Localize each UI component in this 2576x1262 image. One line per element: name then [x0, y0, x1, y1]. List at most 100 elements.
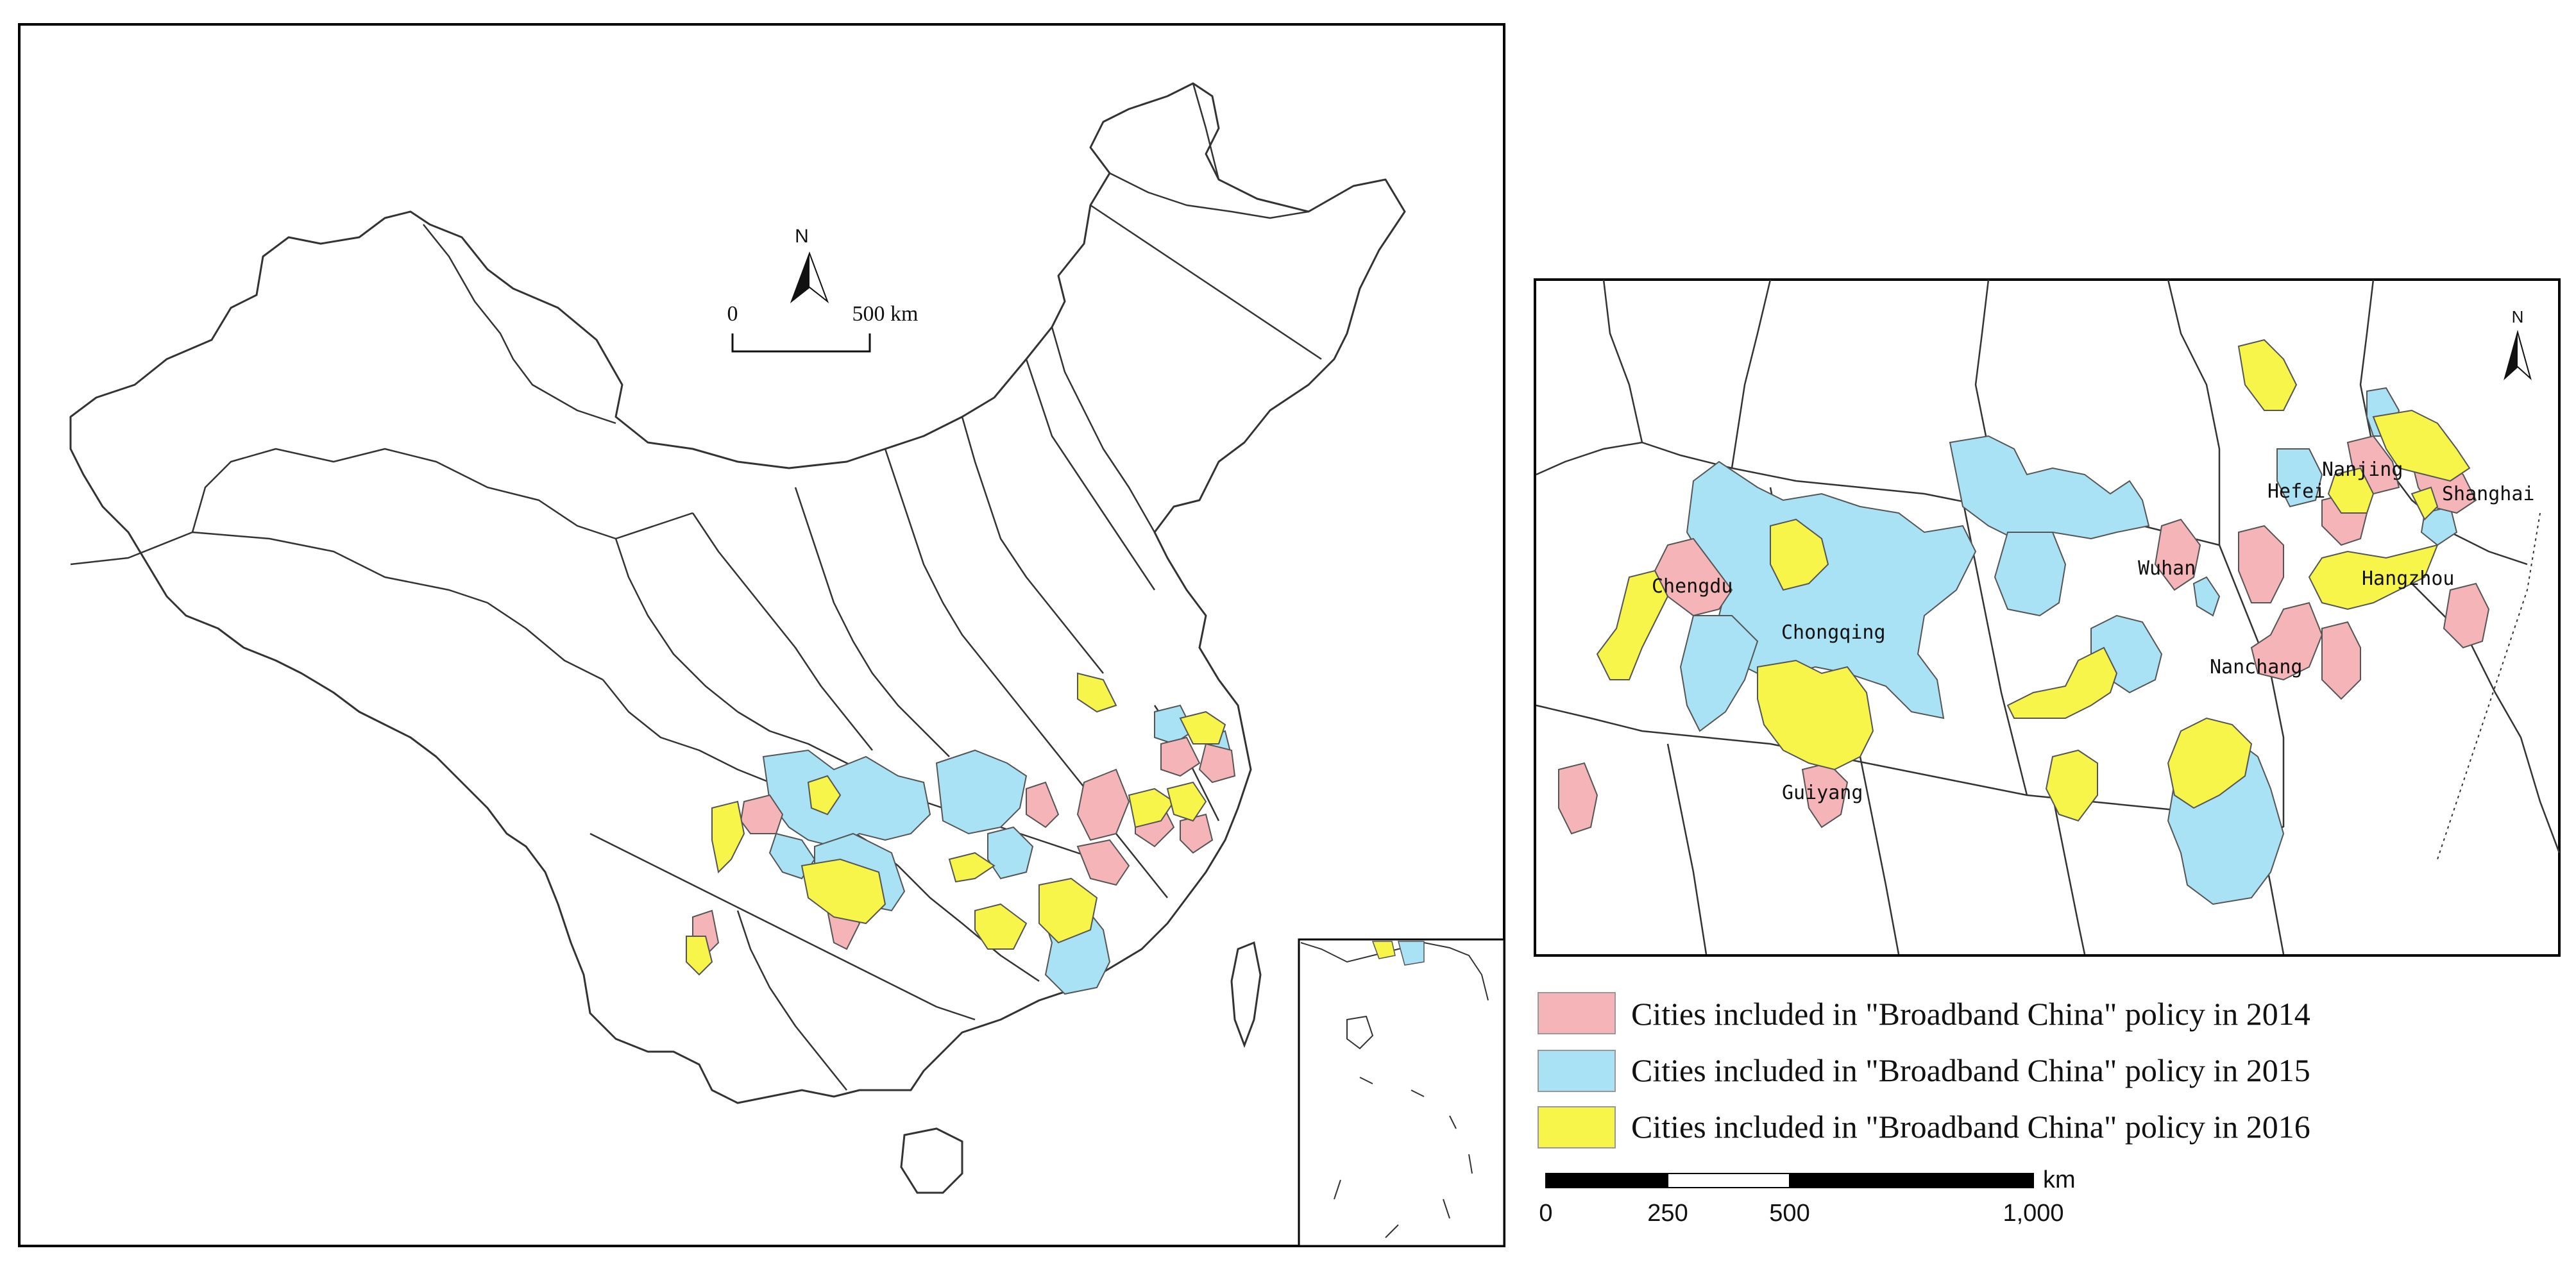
inset-map: Nanjing Hefei Shanghai Hangzhou Wuhan Ch…	[1534, 278, 2561, 957]
hainan-island	[900, 1127, 963, 1194]
main-city-2016	[1166, 781, 1207, 822]
inset-north-letter: N	[2512, 307, 2524, 326]
label-chongqing: Chongqing	[1781, 621, 1886, 644]
main-city-2016	[974, 903, 1028, 950]
inset-cities-2016	[1596, 339, 2471, 822]
main-city-2015	[935, 749, 1028, 835]
scale-bar-tick-250: 250	[1647, 1200, 1688, 1227]
legend-swatch-2016	[1538, 1106, 1616, 1148]
scale-bar-seg-2	[1667, 1173, 1790, 1188]
inset-city-2016	[1596, 569, 1669, 680]
main-city-2015	[987, 826, 1034, 880]
legend-item-2016: Cities included in "Broadband China" pol…	[1538, 1106, 2310, 1148]
legend-label-2015: Cities included in "Broadband China" pol…	[1631, 1052, 2310, 1088]
south-china-sea-dashes	[1334, 1077, 1473, 1238]
inset-city-2016	[2045, 749, 2098, 822]
main-north-letter: N	[795, 226, 809, 247]
label-chengdu: Chengdu	[1652, 575, 1733, 598]
main-city-2016	[711, 800, 745, 874]
main-city-2014	[1026, 781, 1060, 829]
inset-city-2016	[2411, 486, 2439, 521]
province-borders	[70, 83, 1322, 1091]
legend-swatch-2015	[1538, 1050, 1616, 1092]
north-arrow-fill	[792, 253, 809, 301]
inset-map-frame	[1534, 278, 2561, 957]
inset-city-2016	[2372, 409, 2471, 482]
main-city-2016	[807, 775, 842, 816]
inset-city-2016	[2327, 467, 2375, 514]
south-china-sea-inset	[1298, 938, 1505, 1247]
label-nanjing: Nanjing	[2322, 459, 2403, 481]
inset-city-2014	[2238, 525, 2284, 603]
south-china-sea-yellow	[1371, 941, 1396, 959]
inset-north-arrow: N	[2504, 307, 2532, 381]
main-city-2016	[948, 852, 996, 883]
label-guiyang: Guiyang	[1782, 782, 1863, 804]
inset-city-2014	[2154, 518, 2201, 591]
inset-city-2015	[1994, 532, 2067, 617]
main-city-2014	[1160, 736, 1201, 777]
scale-bar-tick-0: 0	[1539, 1200, 1552, 1227]
label-nanchang: Nanchang	[2210, 656, 2303, 678]
main-city-2015	[762, 749, 931, 848]
main-city-2016	[686, 936, 713, 976]
main-city-2014	[1076, 768, 1130, 841]
main-city-2016	[1038, 877, 1098, 944]
main-scale-line	[731, 333, 871, 353]
inset-city-2016	[2006, 646, 2118, 719]
main-policy-cities	[686, 672, 1236, 995]
legend-item-2014: Cities included in "Broadband China" pol…	[1538, 992, 2310, 1034]
main-city-2016	[1179, 711, 1226, 745]
inset-city-2016	[2308, 544, 2439, 610]
legend-swatch-2014	[1538, 992, 1616, 1034]
legend-item-2015: Cities included in "Broadband China" pol…	[1538, 1050, 2310, 1092]
scale-bar-seg-1	[1545, 1173, 1668, 1188]
main-city-2016	[1128, 787, 1175, 829]
inset-coastline	[2437, 512, 2541, 860]
north-arrow-fill	[2505, 332, 2518, 378]
inset-city-2015	[1679, 615, 1759, 732]
taiwan-island	[1230, 941, 1262, 1048]
main-map: N 0 500 km	[18, 23, 1505, 1247]
main-city-2014	[1180, 813, 1214, 854]
label-shanghai: Shanghai	[2442, 483, 2535, 505]
inset-cities-2014	[1558, 435, 2490, 835]
inset-city-2016	[2237, 339, 2298, 411]
main-city-2016	[1077, 672, 1117, 713]
scale-bar-tick-500: 500	[1769, 1200, 1809, 1227]
legend-label-2016: Cities included in "Broadband China" pol…	[1631, 1109, 2310, 1145]
main-city-2014	[1198, 743, 1236, 784]
south-china-sea-blue	[1398, 941, 1425, 966]
legend: Cities included in "Broadband China" pol…	[1538, 992, 2310, 1148]
main-city-2016	[801, 858, 886, 925]
south-china-sea-hainan	[1346, 1015, 1374, 1050]
inset-city-2016	[2167, 717, 2253, 809]
china-outline	[69, 82, 1406, 1104]
label-hefei: Hefei	[2267, 480, 2325, 503]
inset-city-2015	[2192, 576, 2221, 617]
inset-cities-2015	[1679, 387, 2458, 905]
label-hangzhou: Hangzhou	[2362, 568, 2455, 590]
scale-bar: km 0 250 500 1,000	[1539, 1166, 2075, 1227]
legend-label-2014: Cities included in "Broadband China" pol…	[1631, 996, 2310, 1032]
inset-city-labels: Nanjing Hefei Shanghai Hangzhou Wuhan Ch…	[1652, 459, 2535, 804]
main-scale-end: 500 km	[852, 302, 919, 326]
inset-city-2016	[1770, 518, 1829, 591]
main-city-2015	[1154, 704, 1194, 745]
south-china-sea-frame	[1298, 938, 1505, 1247]
inset-city-2014	[1558, 762, 1598, 835]
inset-city-2015	[2276, 448, 2323, 508]
scale-bar-unit: km	[2043, 1166, 2076, 1193]
inset-city-2016	[1757, 659, 1874, 771]
inset-city-2015	[1949, 435, 2150, 540]
main-city-2014	[1076, 839, 1130, 886]
main-north-arrow: N	[790, 226, 829, 303]
inset-city-2014	[2250, 602, 2323, 681]
label-wuhan: Wuhan	[2138, 557, 2196, 580]
main-scale-zero: 0	[727, 302, 738, 326]
inset-city-2014	[2443, 582, 2490, 649]
scale-bar-tick-1000: 1,000	[2003, 1200, 2063, 1227]
main-scale-bar: 0 500 km	[727, 302, 919, 353]
inset-city-2014	[2321, 621, 2361, 700]
